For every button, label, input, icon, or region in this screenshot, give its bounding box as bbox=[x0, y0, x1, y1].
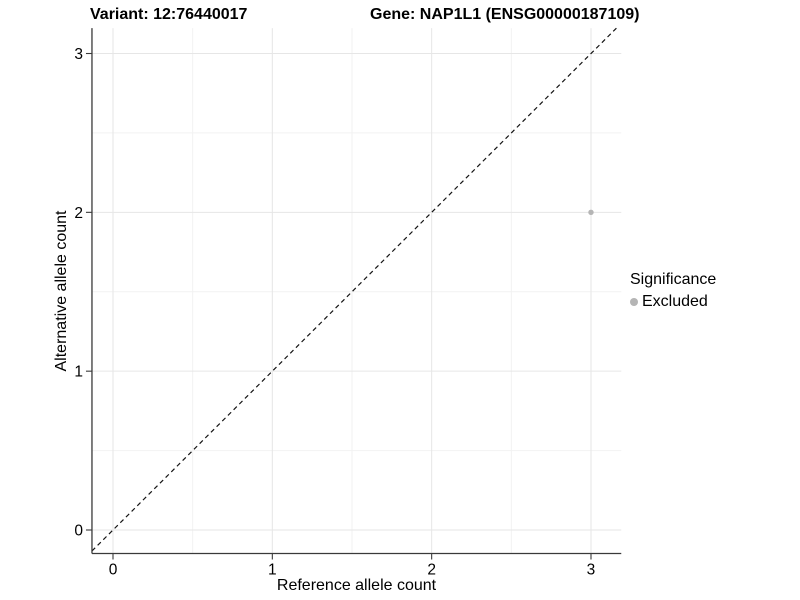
y-tick-label: 0 bbox=[74, 523, 83, 540]
legend: Significance Excluded bbox=[630, 270, 716, 311]
legend-title: Significance bbox=[630, 271, 717, 288]
variant-title: Variant: 12:76440017 bbox=[90, 6, 248, 23]
y-tick-label: 2 bbox=[74, 205, 83, 222]
legend-entry-label: Excluded bbox=[642, 293, 708, 310]
x-axis-title: Reference allele count bbox=[276, 577, 437, 594]
legend-key-dot bbox=[630, 298, 638, 306]
x-tick-label: 3 bbox=[587, 562, 596, 579]
x-tick-label: 0 bbox=[109, 562, 118, 579]
y-axis-title: Alternative allele count bbox=[53, 210, 70, 372]
gene-title: Gene: NAP1L1 (ENSG00000187109) bbox=[370, 6, 640, 23]
data-point bbox=[588, 209, 594, 216]
legend-entries: Excluded bbox=[630, 293, 716, 311]
identity-dashed-line bbox=[91, 27, 617, 552]
legend-entry: Excluded bbox=[630, 293, 716, 311]
y-tick-label: 3 bbox=[74, 46, 83, 63]
x-tick-label: 1 bbox=[268, 562, 277, 579]
x-tick-label: 2 bbox=[427, 562, 436, 579]
y-tick-label: 1 bbox=[74, 364, 83, 381]
